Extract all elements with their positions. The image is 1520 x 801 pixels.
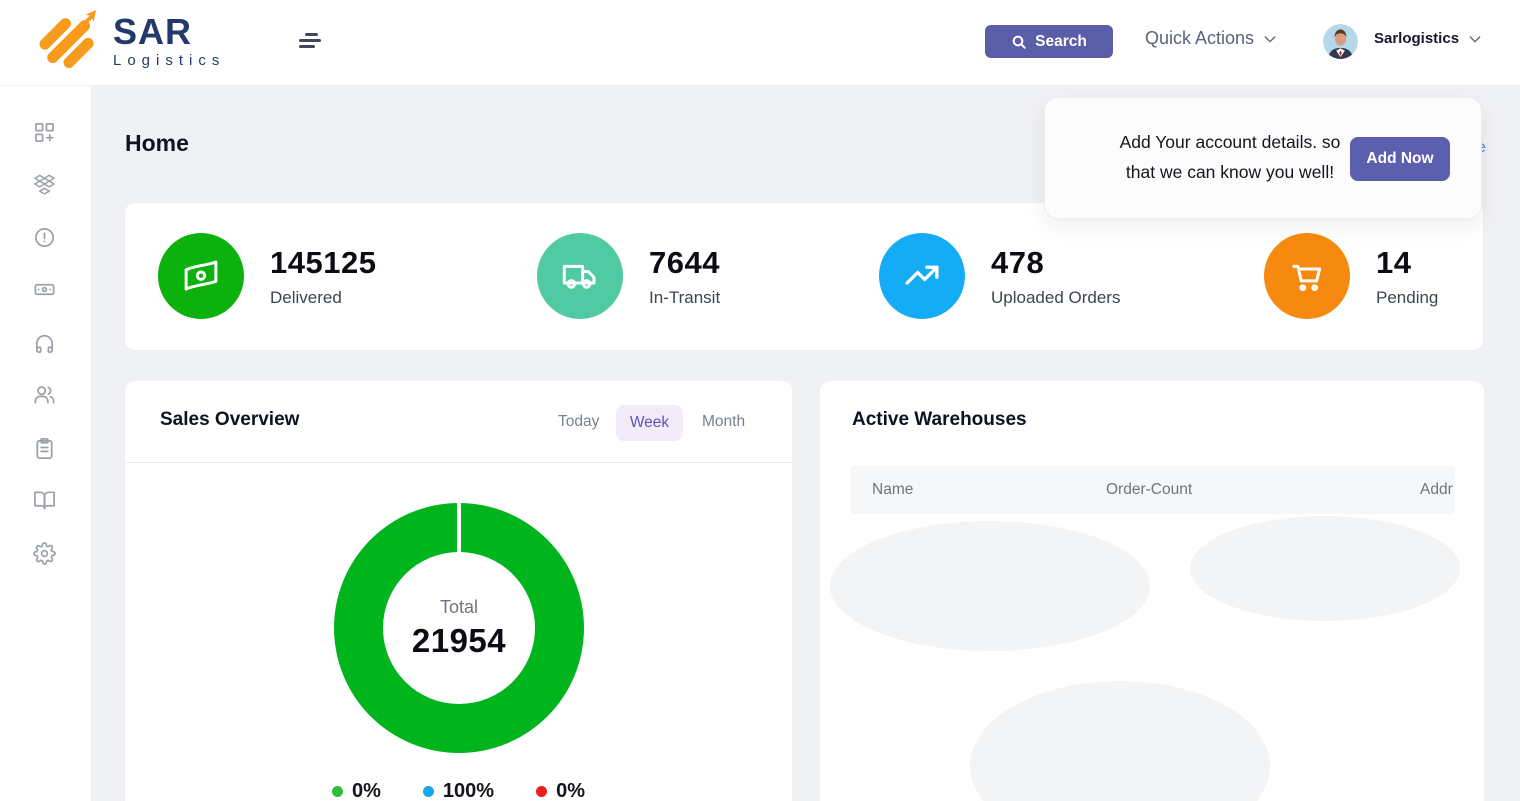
logo-text: SAR Logistics bbox=[113, 11, 226, 69]
column-header-address: Addr bbox=[1420, 481, 1453, 498]
tooltip-message: Add Your account details. so that we can… bbox=[1077, 127, 1383, 187]
search-icon bbox=[1011, 34, 1027, 50]
legend-item-blue: 100% bbox=[422, 780, 495, 801]
donut-total-label: Total bbox=[439, 596, 479, 617]
stat-in-transit-label: In-Transit bbox=[649, 287, 721, 307]
logo-plane-icon bbox=[33, 6, 105, 76]
stat-uploaded-orders: 478 Uploaded Orders bbox=[879, 233, 1120, 319]
stats-summary-card: 145125 Delivered 7644 In-Transit bbox=[125, 203, 1483, 350]
legend-dot-blue bbox=[422, 786, 434, 797]
donut-total-value: 21954 bbox=[411, 621, 507, 659]
tooltip-message-line2: that we can know you well! bbox=[1125, 162, 1335, 182]
cart-icon bbox=[1264, 233, 1350, 319]
chevron-down-icon bbox=[1467, 31, 1483, 47]
gear-icon bbox=[33, 542, 56, 569]
legend-dot-red bbox=[536, 786, 548, 797]
logo-title: SAR bbox=[113, 11, 193, 52]
logo[interactable]: SAR Logistics bbox=[33, 6, 225, 76]
banknote-icon bbox=[33, 283, 56, 305]
active-warehouses-card: Active Warehouses Name Order-Count Addr bbox=[820, 381, 1484, 801]
sidebar-item-payments[interactable] bbox=[33, 278, 56, 301]
alert-circle-icon bbox=[33, 228, 56, 253]
donut-center: Total 21954 bbox=[383, 552, 535, 704]
tab-week[interactable]: Week bbox=[616, 405, 683, 441]
user-menu[interactable]: Sarlogistics bbox=[1374, 30, 1483, 47]
add-now-button[interactable]: Add Now bbox=[1350, 137, 1450, 181]
sales-overview-title: Sales Overview bbox=[160, 409, 300, 430]
tab-month[interactable]: Month bbox=[702, 413, 746, 430]
watermark-blob bbox=[970, 681, 1270, 801]
quick-actions-dropdown[interactable]: Quick Actions bbox=[1145, 28, 1278, 49]
sidebar-item-reports[interactable] bbox=[33, 488, 56, 511]
stat-pending-value: 14 bbox=[1376, 244, 1412, 280]
grid-plus-icon bbox=[33, 123, 56, 148]
column-header-name: Name bbox=[872, 481, 914, 498]
sidebar-item-alerts[interactable] bbox=[33, 226, 56, 249]
watermark-blob bbox=[1190, 516, 1460, 621]
user-name: Sarlogistics bbox=[1374, 30, 1460, 47]
logo-subtitle: Logistics bbox=[113, 52, 226, 69]
sidebar-item-customers[interactable] bbox=[33, 383, 56, 406]
sidebar-item-support[interactable] bbox=[33, 331, 56, 354]
sidebar bbox=[0, 85, 91, 801]
hamburger-menu-icon[interactable] bbox=[299, 33, 321, 49]
truck-icon bbox=[537, 233, 623, 319]
page-title: Home bbox=[125, 130, 189, 156]
tooltip-message-line1: Add Your account details. so bbox=[1119, 132, 1341, 152]
stat-delivered-label: Delivered bbox=[270, 287, 342, 307]
chevron-down-icon bbox=[1262, 31, 1278, 47]
quick-actions-label: Quick Actions bbox=[1145, 28, 1255, 48]
legend-item-red: 0% bbox=[536, 780, 585, 801]
divider bbox=[125, 462, 792, 463]
banknote-icon bbox=[158, 233, 244, 319]
active-warehouses-title: Active Warehouses bbox=[852, 409, 1027, 430]
top-header: SAR Logistics Search Quick Actions bbox=[0, 0, 1520, 85]
search-button-label: Search bbox=[1035, 32, 1087, 50]
legend-item-green: 0% bbox=[332, 780, 381, 801]
stat-pending-label: Pending bbox=[1376, 287, 1439, 307]
sales-overview-card: Sales Overview Today Week Month Total 21… bbox=[125, 381, 792, 801]
stat-in-transit: 7644 In-Transit bbox=[537, 233, 720, 319]
headphones-icon bbox=[33, 335, 56, 358]
legend-label-red: 0% bbox=[556, 780, 585, 801]
legend-label-green: 0% bbox=[352, 780, 381, 801]
donut-legend: 0% 100% 0% bbox=[125, 780, 792, 801]
donut-gap bbox=[457, 503, 461, 553]
sidebar-item-orders[interactable] bbox=[33, 437, 56, 460]
account-details-tooltip: Add Your account details. so that we can… bbox=[1044, 97, 1482, 219]
watermark-blob bbox=[830, 521, 1150, 651]
clipboard-icon bbox=[33, 438, 56, 464]
stat-in-transit-value: 7644 bbox=[649, 244, 720, 280]
tab-today[interactable]: Today bbox=[558, 413, 600, 430]
warehouses-table-header: Name Order-Count Addr bbox=[850, 466, 1455, 514]
column-header-order-count: Order-Count bbox=[1106, 481, 1193, 498]
legend-dot-green bbox=[332, 786, 344, 797]
trending-up-icon bbox=[879, 233, 965, 319]
sales-donut-chart: Total 21954 bbox=[334, 503, 584, 753]
stat-delivered-value: 145125 bbox=[270, 244, 377, 280]
stat-delivered: 145125 Delivered bbox=[158, 233, 376, 319]
legend-label-blue: 100% bbox=[442, 780, 495, 801]
sidebar-item-dashboard[interactable] bbox=[33, 121, 56, 144]
dropbox-boxes-icon bbox=[33, 174, 56, 200]
sidebar-item-packages[interactable] bbox=[33, 173, 56, 196]
users-icon bbox=[33, 386, 56, 410]
stat-pending: 14 Pending bbox=[1264, 233, 1438, 319]
search-button[interactable]: Search bbox=[985, 25, 1113, 58]
avatar[interactable] bbox=[1323, 24, 1358, 59]
sidebar-item-settings[interactable] bbox=[33, 542, 56, 565]
stat-uploaded-orders-value: 478 bbox=[991, 244, 1045, 280]
book-open-icon bbox=[33, 491, 56, 515]
stat-uploaded-orders-label: Uploaded Orders bbox=[991, 287, 1121, 307]
